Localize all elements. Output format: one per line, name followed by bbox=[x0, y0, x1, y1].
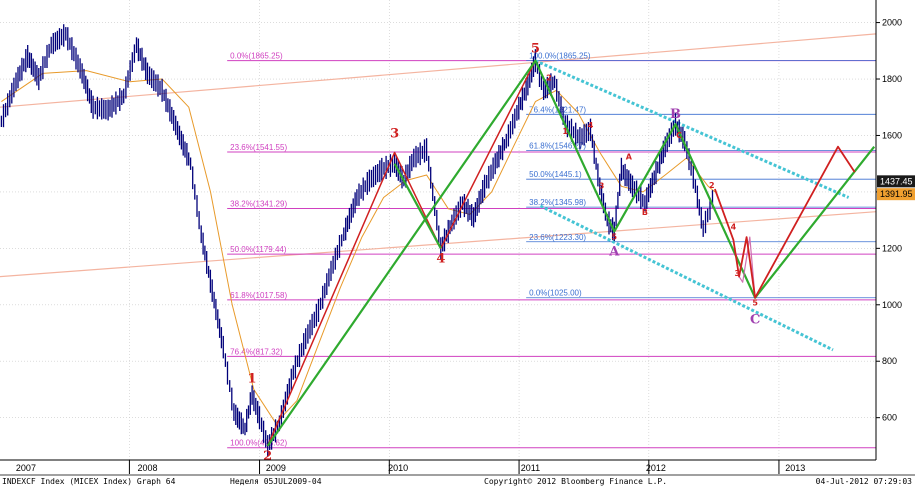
x-tick-label: 2009 bbox=[266, 463, 286, 473]
last-price-tag: 1437.45 bbox=[880, 176, 913, 186]
channel-lower bbox=[539, 204, 834, 352]
sub-fib-level-label: 23.6%(1223.30) bbox=[529, 233, 586, 242]
y-tick-label: 800 bbox=[882, 356, 897, 366]
correction-wave-label: A bbox=[608, 244, 620, 259]
last-ma-tag-box bbox=[877, 188, 915, 201]
footer-period: Неделя 05JUL2009-04 bbox=[230, 477, 322, 486]
minor-wave-label: 3 bbox=[599, 182, 605, 191]
price-bars bbox=[0, 24, 714, 457]
main-wave-label: 4 bbox=[436, 251, 445, 266]
correction-wave-label: B bbox=[670, 107, 681, 122]
sub-fib-level-label: 0.0%(1025.00) bbox=[529, 289, 582, 298]
main-wave-label: 1 bbox=[248, 371, 257, 386]
fib-level-label: 76.4%(817.32) bbox=[230, 347, 283, 356]
trend-line-upper bbox=[0, 33, 877, 108]
red-forecast-line bbox=[714, 145, 856, 299]
wave-structure-line bbox=[266, 59, 876, 447]
correction-wave-label: C bbox=[750, 313, 760, 328]
sub-fib-level-label: 50.0%(1445.1) bbox=[529, 170, 582, 179]
y-tick-label: 1200 bbox=[882, 243, 902, 253]
x-tick-label: 2013 bbox=[785, 463, 805, 473]
footer-timestamp: 04-Jul-2012 07:29:03 bbox=[816, 477, 913, 486]
y-tick-label: 1000 bbox=[882, 300, 902, 310]
main-wave-label: 5 bbox=[531, 42, 540, 57]
minor-wave-label: B bbox=[642, 208, 648, 217]
channel-upper bbox=[534, 59, 850, 199]
fib-level-label: 61.8%(1017.58) bbox=[230, 291, 287, 300]
footer-copyright: Copyright© 2012 Bloomberg Finance L.P. bbox=[484, 477, 667, 486]
last-ma-tag: 1391.95 bbox=[880, 189, 913, 199]
footer-title: INDEXCF Index (MICEX Index) Graph 64 bbox=[2, 477, 176, 486]
main-wave-label: 2 bbox=[263, 449, 272, 464]
y-tick-label: 2000 bbox=[882, 18, 902, 28]
impulse-wave-line bbox=[267, 60, 537, 447]
main-wave-label: 3 bbox=[390, 127, 399, 142]
minor-wave-label: 1 bbox=[562, 127, 568, 136]
minor-wave-label: 5 bbox=[612, 232, 618, 241]
minor-wave-label: A bbox=[626, 152, 633, 161]
x-tick-label: 2007 bbox=[16, 463, 36, 473]
sub-fib-level-label: 100.0%(1865.25) bbox=[529, 52, 591, 61]
minor-wave-label: 2 bbox=[709, 181, 715, 190]
fib-level-label: 50.0%(1179.44) bbox=[230, 245, 287, 254]
x-tick-label: 2010 bbox=[388, 463, 408, 473]
x-tick-label: 2012 bbox=[646, 463, 666, 473]
fib-level-label: 38.2%(1341.29) bbox=[230, 199, 287, 208]
minor-wave-label: 3 bbox=[735, 269, 741, 278]
fib-level-label: 23.6%(1541.55) bbox=[230, 143, 287, 152]
minor-wave-label: 4 bbox=[588, 121, 594, 130]
sub-fib-level-label: 38.2%(1345.98) bbox=[529, 198, 586, 207]
x-tick-label: 2008 bbox=[138, 463, 158, 473]
y-tick-label: 1800 bbox=[882, 74, 902, 84]
minor-wave-label: 5 bbox=[752, 299, 758, 308]
x-tick-label: 2011 bbox=[521, 463, 540, 473]
minor-wave-label: C bbox=[676, 131, 682, 140]
last-price-tag-box bbox=[877, 175, 915, 188]
wave-structure-line bbox=[393, 163, 442, 249]
y-tick-label: 1600 bbox=[882, 130, 902, 140]
minor-wave-label: 2 bbox=[546, 73, 552, 82]
fib-level-label: 100.0%(493.62) bbox=[230, 439, 287, 448]
y-tick-label: 600 bbox=[882, 413, 897, 423]
minor-wave-label: 4 bbox=[731, 222, 737, 231]
fib-level-label: 0.0%(1865.25) bbox=[230, 52, 283, 61]
sub-fib-level-label: 61.8%(1546.27) bbox=[529, 142, 586, 151]
